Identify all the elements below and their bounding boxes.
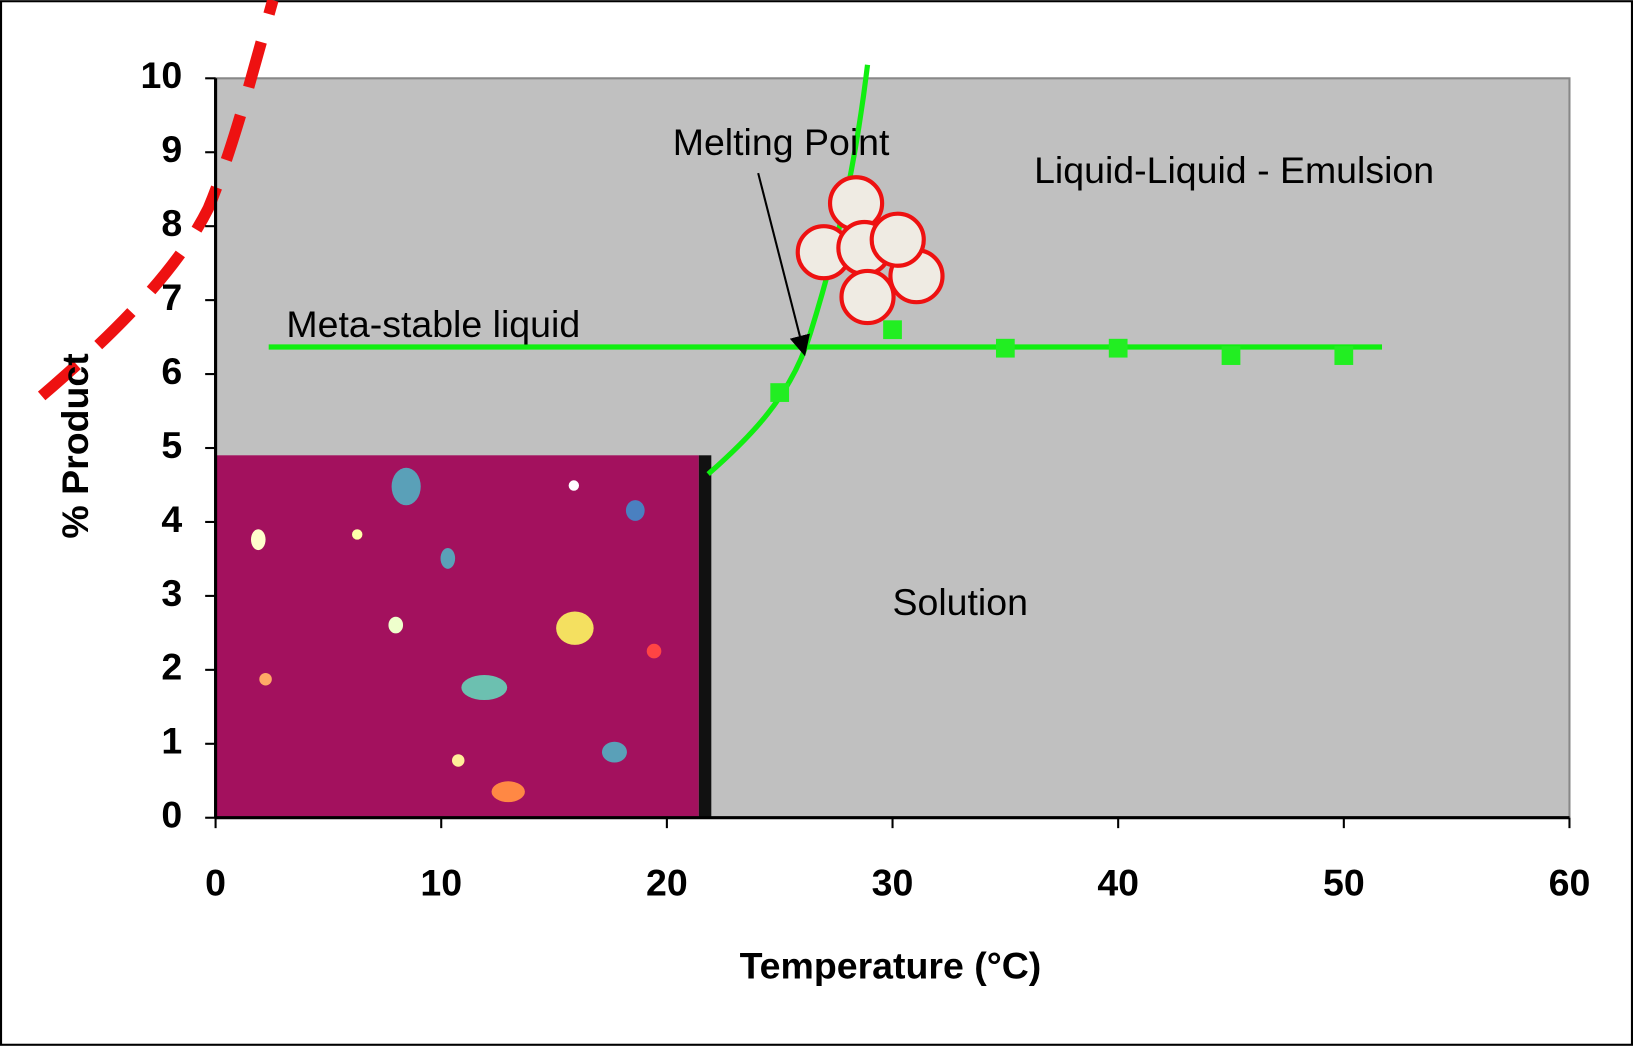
data-point <box>770 383 790 402</box>
data-point <box>883 320 902 340</box>
x-tick-label: 50 <box>1323 861 1365 903</box>
x-tick-label: 0 <box>205 861 226 903</box>
annotation: Meta-stable liquid <box>286 303 580 345</box>
y-tick-label: 10 <box>141 54 183 96</box>
data-point <box>995 338 1015 358</box>
annotation: Solution <box>892 581 1027 623</box>
data-point <box>1221 346 1241 365</box>
droplets <box>795 175 945 326</box>
y-tick-label: 1 <box>161 720 182 762</box>
micrograph <box>215 455 712 818</box>
y-tick-label: 2 <box>161 646 182 688</box>
x-axis-title: Temperature (°C) <box>740 945 1042 987</box>
y-tick-label: 3 <box>161 572 182 614</box>
red-dashed-curve <box>37 0 279 401</box>
x-tick-label: 20 <box>646 861 688 903</box>
solubility-curve <box>706 64 871 477</box>
y-tick-label: 6 <box>161 350 182 392</box>
data-point <box>1108 338 1128 358</box>
annotation: Melting Point <box>673 121 890 163</box>
y-axis-title: % Product <box>54 353 96 539</box>
x-tick-label: 10 <box>420 861 462 903</box>
y-tick-label: 5 <box>161 424 182 466</box>
y-tick-label: 9 <box>161 128 182 170</box>
x-tick-label: 60 <box>1549 861 1591 903</box>
y-tick-label: 0 <box>161 794 182 836</box>
x-tick-label: 40 <box>1097 861 1139 903</box>
y-tick-label: 4 <box>161 498 182 540</box>
x-tick-label: 30 <box>872 861 914 903</box>
data-point <box>1334 346 1354 365</box>
annotation: Liquid-Liquid - Emulsion <box>1034 149 1434 191</box>
y-tick-label: 7 <box>161 276 182 318</box>
y-tick-label: 8 <box>161 202 182 244</box>
annotation-arrow <box>757 172 810 357</box>
